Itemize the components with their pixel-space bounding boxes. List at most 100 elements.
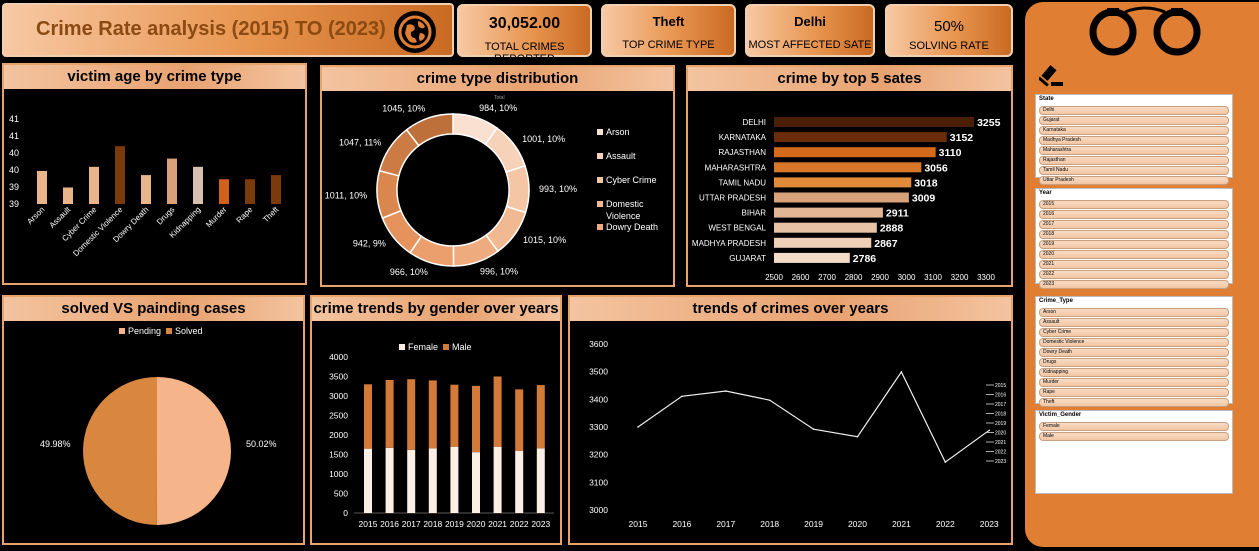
legend-swatch [597,129,603,135]
top-states-panel: crime by top 5 sates DELHI 3255 KARNATAKA 3… [686,65,1013,287]
solved-pending-panel: solved VS painding cases 50.02% 49.98% Pen… [2,295,305,545]
slicer-item[interactable]: Gujarat [1039,116,1229,125]
x-tick-label: Drugs [155,205,176,226]
y-tick-label: 39 [9,182,19,192]
slicer-crime-type: Crime_Type Arson Assault Cyber Crime Domesti… [1035,296,1233,407]
bar [774,252,850,263]
category-label: MAHARASHTRA [705,163,767,172]
data-label: 1001, 10% [522,134,565,144]
x-tick-label: 2023 [980,519,999,529]
legend-label: 2017 [995,402,1006,408]
y-tick-label: 3500 [329,372,348,382]
panel-title: trends of crimes over years [570,297,1011,321]
x-tick-label: 2021 [488,519,507,529]
slicer-item[interactable]: 2023 [1039,280,1229,289]
x-tick-label: Murder [204,205,229,230]
data-label: 3018 [914,177,938,189]
crime-trends-panel: trends of crimes over years 3000 3100 3200… [568,295,1013,545]
slicer-item[interactable]: Rajasthan [1039,156,1229,165]
y-tick-label: 3300 [589,422,608,432]
panel-title: crime type distribution [322,67,673,91]
category-label: MADHYA PRADESH [692,239,766,248]
x-tick-label: 2017 [402,519,421,529]
bar [774,162,922,173]
slicer-item[interactable]: 2016 [1039,210,1229,219]
slicer-item[interactable]: Female [1039,422,1229,431]
data-point [681,395,683,398]
legend-label: Pending [128,326,161,336]
slicer-item[interactable]: Kidnapping [1039,368,1229,377]
bar-segment [428,380,437,449]
slicer-item[interactable]: Arson [1039,308,1229,317]
bar-segment [364,448,372,513]
data-label: 50.02% [246,439,277,449]
slicer-item[interactable]: 2015 [1039,200,1229,209]
slicer-item[interactable]: Karnataka [1039,126,1229,135]
bar-segment [493,376,502,447]
data-label: 1011, 10% [325,190,367,200]
slicer-item[interactable]: Assault [1039,318,1229,327]
bar [271,175,281,204]
slicer-item[interactable]: Maharashtra [1039,146,1229,155]
top-states-chart: DELHI 3255 KARNATAKA 3152 RAJASTHAN 3110 MAHAR… [692,117,1001,282]
bar [37,170,47,204]
y-tick-label: 3000 [589,505,608,515]
slicer-state: State Delhi Gujarat Karnataka Madhya Pradesh… [1035,94,1233,185]
gavel-icon [1039,65,1063,87]
bar [774,117,975,127]
slicer-item[interactable]: 2017 [1039,220,1229,229]
slicer-item[interactable]: 2019 [1039,240,1229,249]
slicer-item[interactable]: Domestic Violence [1039,338,1229,347]
data-point [768,399,771,401]
legend-swatch [597,224,603,230]
y-tick-label: 3100 [589,477,608,487]
slicer-item[interactable]: Delhi [1039,106,1229,115]
slicer-item[interactable]: Cyber Crime [1039,328,1229,337]
slicer-item[interactable]: Drugs [1039,358,1229,367]
bar [193,166,203,204]
y-tick-label: 40 [9,165,19,175]
x-tick-label: 2800 [845,273,863,282]
bar [774,177,912,188]
pie-slice [82,377,157,525]
bar-segment [536,448,545,513]
slicer-item[interactable]: 2022 [1039,270,1229,279]
x-tick-label: 2022 [510,519,529,529]
legend-label: 2023 [995,459,1006,465]
slicer-item[interactable]: Tamil Nadu [1039,166,1229,175]
bar [167,158,177,204]
slicer-item[interactable]: Murder [1039,378,1229,387]
x-tick-label: 2900 [871,273,889,282]
slicer-item[interactable]: 2018 [1039,230,1229,239]
solved-pending-chart: 50.02% 49.98% Pending Solved [40,326,277,525]
category-label: DELHI [742,118,766,127]
bar-segment [450,384,459,447]
x-tick-label: 2022 [936,519,955,529]
slicer-item[interactable]: Dowry Death [1039,348,1229,357]
y-tick-label: 41 [9,114,19,124]
data-point [988,429,990,432]
bar-segment [472,385,480,453]
x-tick-label: 3000 [898,273,916,282]
y-tick-label: 3200 [589,450,608,460]
category-label: UTTAR PRADESH [699,194,766,203]
slicer-item[interactable]: Male [1039,432,1229,441]
kpi-solving-rate: 50% SOLVING RATE [885,4,1013,57]
x-tick-label: 3300 [977,273,995,282]
slicer-item[interactable]: Madhya Pradesh [1039,136,1229,145]
bar-segment [472,452,480,513]
slicer-item[interactable]: 2020 [1039,250,1229,259]
bar-segment [515,389,524,451]
y-tick-label: 1000 [329,469,348,479]
bar [115,146,125,204]
kpi-value: Delhi [794,14,826,29]
slicer-item[interactable]: Uttar Pradesh [1039,176,1229,185]
slicer-item[interactable]: Rape [1039,388,1229,397]
y-tick-label: 4000 [329,352,348,362]
slicer-item[interactable]: 2021 [1039,260,1229,269]
slicer-item[interactable]: Theft [1039,398,1229,407]
globe-icon [394,11,436,53]
data-label: 1015, 10% [523,235,566,245]
category-label: KARNATAKA [719,133,767,142]
